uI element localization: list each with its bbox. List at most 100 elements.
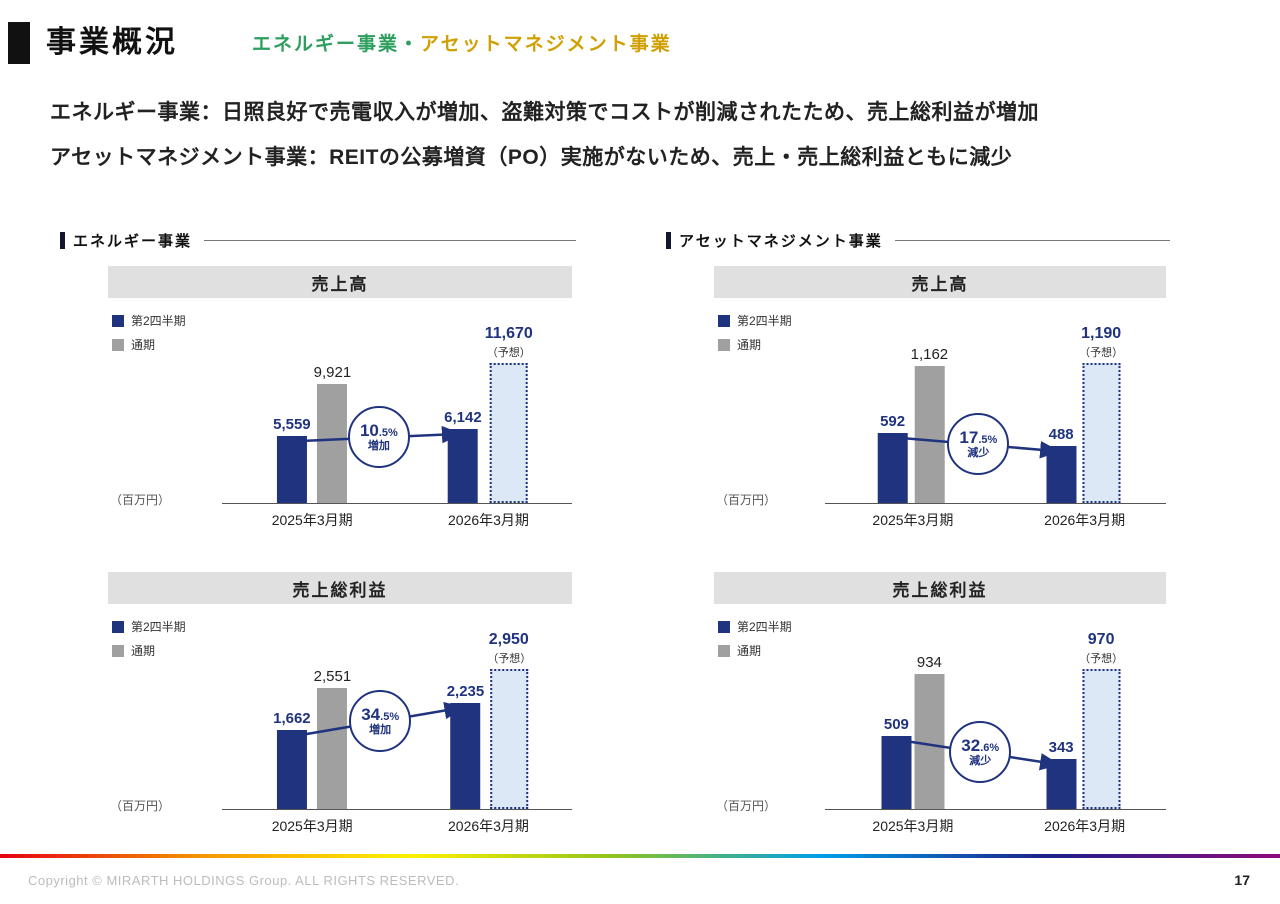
full-year-bar [914, 366, 945, 504]
legend-label: 通期 [131, 338, 156, 353]
bar-forecast: 2,950 （予想） [487, 631, 532, 810]
section-rule [204, 239, 576, 241]
copyright-text: Copyright © MIRARTH HOLDINGS Group. ALL … [28, 872, 460, 888]
column-asset-management: アセットマネジメント事業 売上高 第2四半期 通期 （百万円） 592 1,162 4… [666, 230, 1170, 840]
change-direction: 増加 [367, 440, 390, 453]
legend-item: 通期 [718, 642, 792, 659]
bar-q2: 2,235 [447, 683, 484, 810]
legend-item: 通期 [112, 642, 186, 659]
x-label-2026: 2026年3月期 [448, 818, 529, 835]
forecast-note: （予想） [1079, 653, 1124, 666]
legend-swatch [112, 644, 124, 657]
section-label: エネルギー事業 [73, 232, 193, 250]
chart-legend: 第2四半期通期 [112, 312, 186, 353]
full-year-bar [317, 688, 348, 810]
section-header-energy: エネルギー事業 [60, 230, 576, 250]
chart-energy-gross-profit: 売上総利益 第2四半期 通期 （百万円） 1,662 2,551 2,235 2,950… [108, 572, 572, 840]
legend-item: 第2四半期 [112, 312, 186, 329]
legend-item: 通期 [718, 336, 792, 353]
rainbow-divider [0, 854, 1280, 858]
forecast-note: （予想） [486, 347, 531, 360]
change-badge: 10.5% 増加 [347, 405, 410, 468]
section-marker [60, 231, 65, 249]
bar-value-label: 2,551 [313, 668, 352, 686]
bar-value-label: 1,162 [910, 346, 949, 364]
bar-q2: 592 [877, 413, 908, 504]
bar-full: 1,162 [910, 346, 949, 504]
chart-legend: 第2四半期通期 [718, 618, 792, 659]
q2-bar [276, 730, 307, 810]
bar-q2: 488 [1046, 426, 1077, 504]
column-energy: エネルギー事業 売上高 第2四半期通期 （百万円） 5,559 9,921 6,14… [60, 230, 576, 840]
chart-am-revenue: 売上高 第2四半期 通期 （百万円） 592 1,162 488 1,190 （予想） 17… [714, 266, 1166, 534]
bar-value-label: 6,142 [444, 409, 482, 427]
chart-energy-revenue: 売上高 第2四半期通期 （百万円） 5,559 9,921 6,142 11,670 （… [108, 266, 572, 534]
x-axis-labels: 2025年3月期 2026年3月期 [714, 510, 1166, 534]
x-label-2026: 2026年3月期 [448, 512, 529, 529]
q2-bar [276, 436, 307, 504]
chart-title-gross-profit: 売上総利益 [108, 572, 572, 605]
x-label-2025: 2025年3月期 [872, 818, 954, 835]
bar-group: 6,142 11,670 （予想） [444, 325, 533, 504]
bar-forecast: 970 （予想） [1079, 631, 1124, 810]
x-label-2026: 2026年3月期 [1044, 512, 1126, 529]
full-year-bar [914, 674, 945, 810]
section-label: アセットマネジメント事業 [679, 232, 883, 250]
chart-plot: 第2四半期 通期 （百万円） 592 1,162 488 1,190 （予想） 17.5% 減… [714, 298, 1166, 507]
page-title: 事業概況 [46, 26, 178, 59]
change-direction: 減少 [969, 755, 992, 768]
q2-bar [450, 703, 481, 810]
legend-label: 第2四半期 [737, 620, 792, 635]
legend-swatch [112, 338, 124, 351]
unit-label: （百万円） [716, 799, 777, 814]
section-header-asset-management: アセットマネジメント事業 [666, 230, 1170, 250]
bar-group: 2,235 2,950 （予想） [447, 631, 532, 810]
q2-bar [877, 433, 908, 504]
x-label-2025: 2025年3月期 [271, 512, 353, 529]
bar-value-label: 343 [1048, 739, 1074, 757]
legend-item: 第2四半期 [718, 312, 792, 329]
chart-title-revenue: 売上高 [108, 266, 572, 299]
bar-q2: 509 [881, 716, 912, 810]
bar-value-label: 1,662 [273, 710, 311, 728]
x-axis [824, 809, 1166, 811]
legend-swatch [718, 338, 730, 351]
bar-value-label: 488 [1048, 426, 1074, 444]
legend-item: 第2四半期 [718, 618, 792, 635]
chart-plot: 第2四半期 通期 （百万円） 5,559 9,921 6,142 11,670 （予想） 1… [108, 298, 572, 507]
bar-forecast: 1,190 （予想） [1079, 325, 1123, 504]
chart-am-gross-profit: 売上総利益 第2四半期 通期 （百万円） 509 934 343 970 （予想） 32.6… [714, 572, 1166, 840]
forecast-note: （予想） [487, 653, 532, 666]
forecast-bar [1082, 669, 1121, 810]
bar-group: 592 1,162 [877, 346, 949, 504]
bar-q2: 6,142 [444, 409, 482, 504]
x-axis-labels: 2025年3月期 2026年3月期 [108, 816, 572, 840]
change-direction: 減少 [967, 447, 990, 460]
bar-group: 5,559 9,921 [273, 364, 351, 504]
legend-item: 通期 [112, 336, 186, 353]
change-badge: 34.5% 増加 [349, 689, 412, 752]
forecast-bar [489, 363, 528, 504]
bar-forecast: 11,670 （予想） [484, 325, 533, 504]
q2-bar [1046, 446, 1077, 504]
legend-swatch [718, 644, 730, 657]
bar-q2: 343 [1046, 739, 1077, 810]
unit-label: （百万円） [716, 493, 777, 508]
bar-group: 488 1,190 （予想） [1046, 325, 1123, 504]
legend-label: 通期 [131, 644, 156, 659]
change-percentage: 10.5% [359, 420, 398, 440]
bar-value-label: 11,670 [484, 325, 533, 343]
bar-full: 2,551 [313, 668, 352, 810]
x-axis-labels: 2025年3月期 2026年3月期 [714, 816, 1166, 840]
bar-value-label: 2,950 [488, 631, 529, 649]
q2-bar [447, 429, 478, 504]
unit-label: （百万円） [110, 493, 171, 508]
q2-bar [881, 736, 912, 810]
unit-label: （百万円） [110, 799, 171, 814]
forecast-bar [1082, 363, 1121, 504]
legend-swatch [718, 620, 730, 633]
legend-label: 通期 [737, 338, 762, 353]
subtitle-part: エネルギー事業 [252, 34, 400, 55]
charts-grid: エネルギー事業 売上高 第2四半期 通期 （百万円） 5,559 9,921 6,14… [60, 230, 1280, 840]
footer: Copyright © MIRARTH HOLDINGS Group. ALL … [0, 854, 1280, 904]
